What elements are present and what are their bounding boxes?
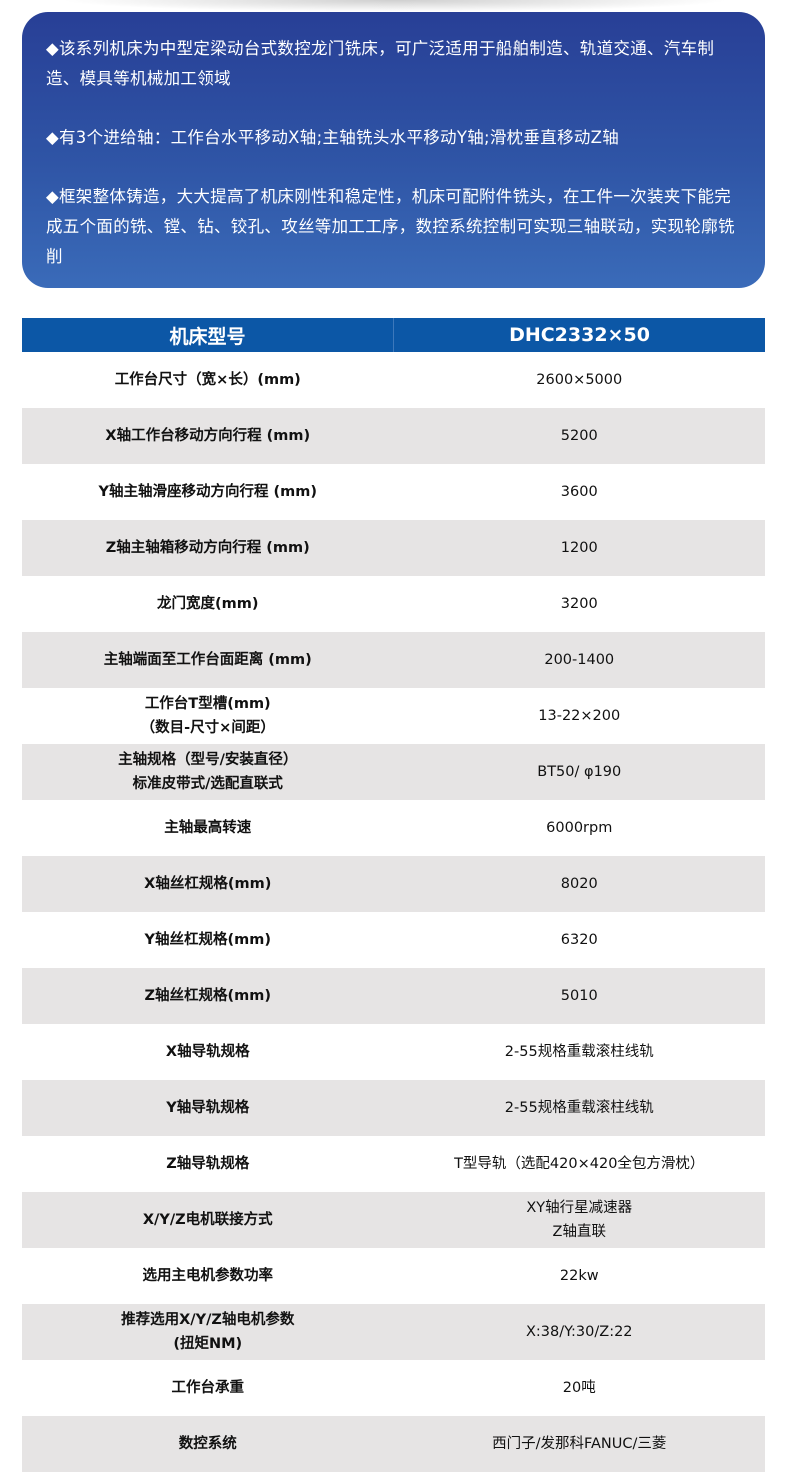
spec-value: 6320 (560, 932, 598, 948)
table-row: 主轴端面至工作台面距离 (mm) 200-1400 (22, 632, 765, 688)
top-shadow (60, 0, 730, 12)
header-model-value: DHC2332×50 (393, 318, 765, 352)
spec-value: XY轴行星减速器 Z轴直联 (393, 1192, 765, 1248)
spec-value: X:38/Y:30/Z:22 (393, 1304, 765, 1360)
table-row: 主轴规格（型号/安装直径） 标准皮带式/选配直联式 BT50/ φ190 (22, 744, 765, 800)
spec-value: 20吨 (562, 1380, 596, 1396)
spec-value: 13-22×200 (538, 708, 621, 724)
spec-name: 工作台尺寸（宽×长）(mm) (114, 372, 301, 388)
spec-name: Y轴导轨规格 (22, 1080, 394, 1136)
table-row: 龙门宽度(mm) 3200 (22, 576, 765, 632)
table-header: 机床型号 DHC2332×50 (22, 318, 765, 352)
spec-value: 3200 (560, 596, 598, 612)
table-row: 工作台尺寸（宽×长）(mm) 2600×5000 (22, 352, 765, 408)
spec-value: T型导轨（选配420×420全包方滑枕） (454, 1156, 705, 1172)
spec-name: 主轴最高转速 (164, 820, 252, 836)
table-row: Z轴导轨规格 T型导轨（选配420×420全包方滑枕） (22, 1136, 765, 1192)
spec-name: Z轴导轨规格 (166, 1156, 250, 1172)
table-row: Y轴主轴滑座移动方向行程 (mm) 3600 (22, 464, 765, 520)
spec-value: 8020 (393, 856, 765, 912)
spec-value: 6000rpm (546, 820, 613, 836)
spec-name: 工作台承重 (171, 1380, 245, 1396)
intro-card: ◆该系列机床为中型定梁动台式数控龙门铣床，可广泛适用于船舶制造、轨道交通、汽车制… (22, 12, 765, 288)
spec-value: 5200 (393, 408, 765, 464)
intro-text: ◆有3个进给轴：工作台水平移动X轴;主轴铣头水平移动Y轴;滑枕垂直移动Z轴 (46, 128, 620, 147)
spec-name: 数控系统 (22, 1416, 394, 1472)
spec-value: 2-55规格重载滚柱线轨 (504, 1044, 654, 1060)
intro-text: ◆框架整体铸造，大大提高了机床刚性和稳定性，机床可配附件铣头，在工件一次装夹下能… (46, 187, 735, 266)
header-model-label: 机床型号 (22, 318, 394, 352)
table-row: 推荐选用X/Y/Z轴电机参数 (扭矩NM) X:38/Y:30/Z:22 (22, 1304, 765, 1360)
spec-name: Z轴丝杠规格(mm) (22, 968, 394, 1024)
spec-name: 推荐选用X/Y/Z轴电机参数 (扭矩NM) (22, 1304, 394, 1360)
spec-name: 龙门宽度(mm) (157, 596, 259, 612)
table-row: Y轴导轨规格 2-55规格重载滚柱线轨 (22, 1080, 765, 1136)
table-row: X轴导轨规格 2-55规格重载滚柱线轨 (22, 1024, 765, 1080)
table-row: X/Y/Z电机联接方式 XY轴行星减速器 Z轴直联 (22, 1192, 765, 1248)
table-row: X轴工作台移动方向行程 (mm) 5200 (22, 408, 765, 464)
table-row: Y轴丝杠规格(mm) 6320 (22, 912, 765, 968)
table-row: X轴丝杠规格(mm) 8020 (22, 856, 765, 912)
spec-value: 22kw (559, 1268, 599, 1284)
spec-name: X轴工作台移动方向行程 (mm) (22, 408, 394, 464)
table-row: 数控系统 西门子/发那科FANUC/三菱 (22, 1416, 765, 1472)
spec-name: X轴导轨规格 (165, 1044, 250, 1060)
table-row: 工作台T型槽(mm) （数目-尺寸×间距） 13-22×200 (22, 688, 765, 744)
spec-value: 西门子/发那科FANUC/三菱 (393, 1416, 765, 1472)
table-row: Z轴丝杠规格(mm) 5010 (22, 968, 765, 1024)
spec-name: 主轴规格（型号/安装直径） 标准皮带式/选配直联式 (22, 744, 394, 800)
spec-value: 3600 (560, 484, 598, 500)
spec-name: 主轴端面至工作台面距离 (mm) (22, 632, 394, 688)
spec-name: Z轴主轴箱移动方向行程 (mm) (22, 520, 394, 576)
spec-name: Y轴主轴滑座移动方向行程 (mm) (98, 484, 318, 500)
spec-table: 机床型号 DHC2332×50 工作台尺寸（宽×长）(mm) 2600×5000 X… (22, 318, 765, 1472)
spec-name: X轴丝杠规格(mm) (22, 856, 394, 912)
spec-value: 5010 (393, 968, 765, 1024)
spec-value: 1200 (393, 520, 765, 576)
table-row: 选用主电机参数功率 22kw (22, 1248, 765, 1304)
spec-value: 200-1400 (393, 632, 765, 688)
spec-name: Y轴丝杠规格(mm) (144, 932, 271, 948)
table-row: 工作台承重 20吨 (22, 1360, 765, 1416)
table-row: 主轴最高转速 6000rpm (22, 800, 765, 856)
intro-text: ◆该系列机床为中型定梁动台式数控龙门铣床，可广泛适用于船舶制造、轨道交通、汽车制… (46, 39, 715, 88)
table-row: Z轴主轴箱移动方向行程 (mm) 1200 (22, 520, 765, 576)
spec-value: 2-55规格重载滚柱线轨 (393, 1080, 765, 1136)
spec-name: 工作台T型槽(mm) （数目-尺寸×间距） (140, 696, 275, 736)
spec-value: BT50/ φ190 (393, 744, 765, 800)
spec-name: X/Y/Z电机联接方式 (22, 1192, 394, 1248)
spec-value: 2600×5000 (536, 372, 623, 388)
spec-name: 选用主电机参数功率 (142, 1268, 274, 1284)
